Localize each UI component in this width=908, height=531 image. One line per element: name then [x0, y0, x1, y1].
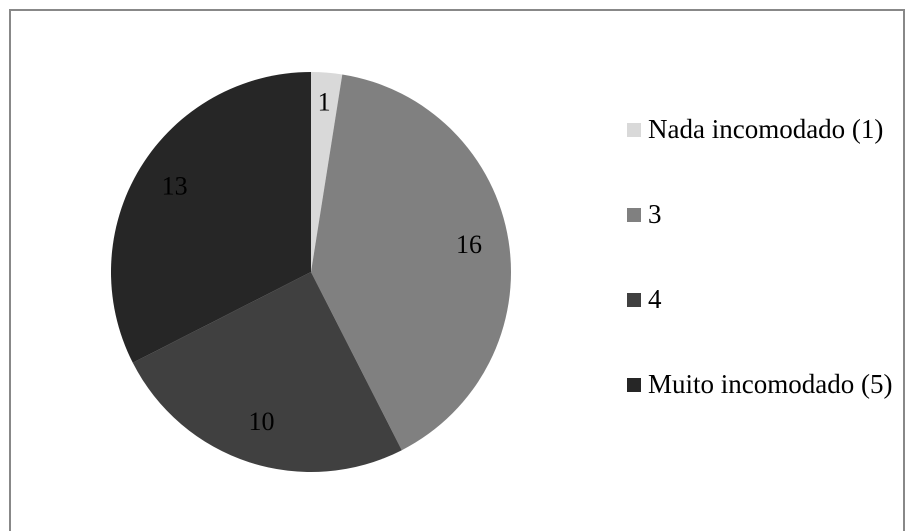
pie-slice	[111, 72, 311, 363]
legend-label: 3	[648, 199, 662, 229]
legend-label: 4	[648, 284, 662, 314]
data-label: 1	[318, 87, 331, 116]
data-label: 10	[249, 407, 275, 436]
legend-label: Nada incomodado (1)	[648, 114, 884, 144]
legend-swatch	[627, 123, 641, 137]
legend-swatch	[627, 378, 641, 392]
legend-swatch	[627, 208, 641, 222]
legend-label: Muito incomodado (5)	[648, 369, 893, 399]
data-label: 16	[456, 230, 482, 259]
pie-slice	[132, 272, 402, 472]
pie-slice	[311, 72, 343, 272]
data-label: 13	[162, 171, 188, 200]
pie-slice	[311, 74, 511, 451]
legend-swatch	[627, 293, 641, 307]
